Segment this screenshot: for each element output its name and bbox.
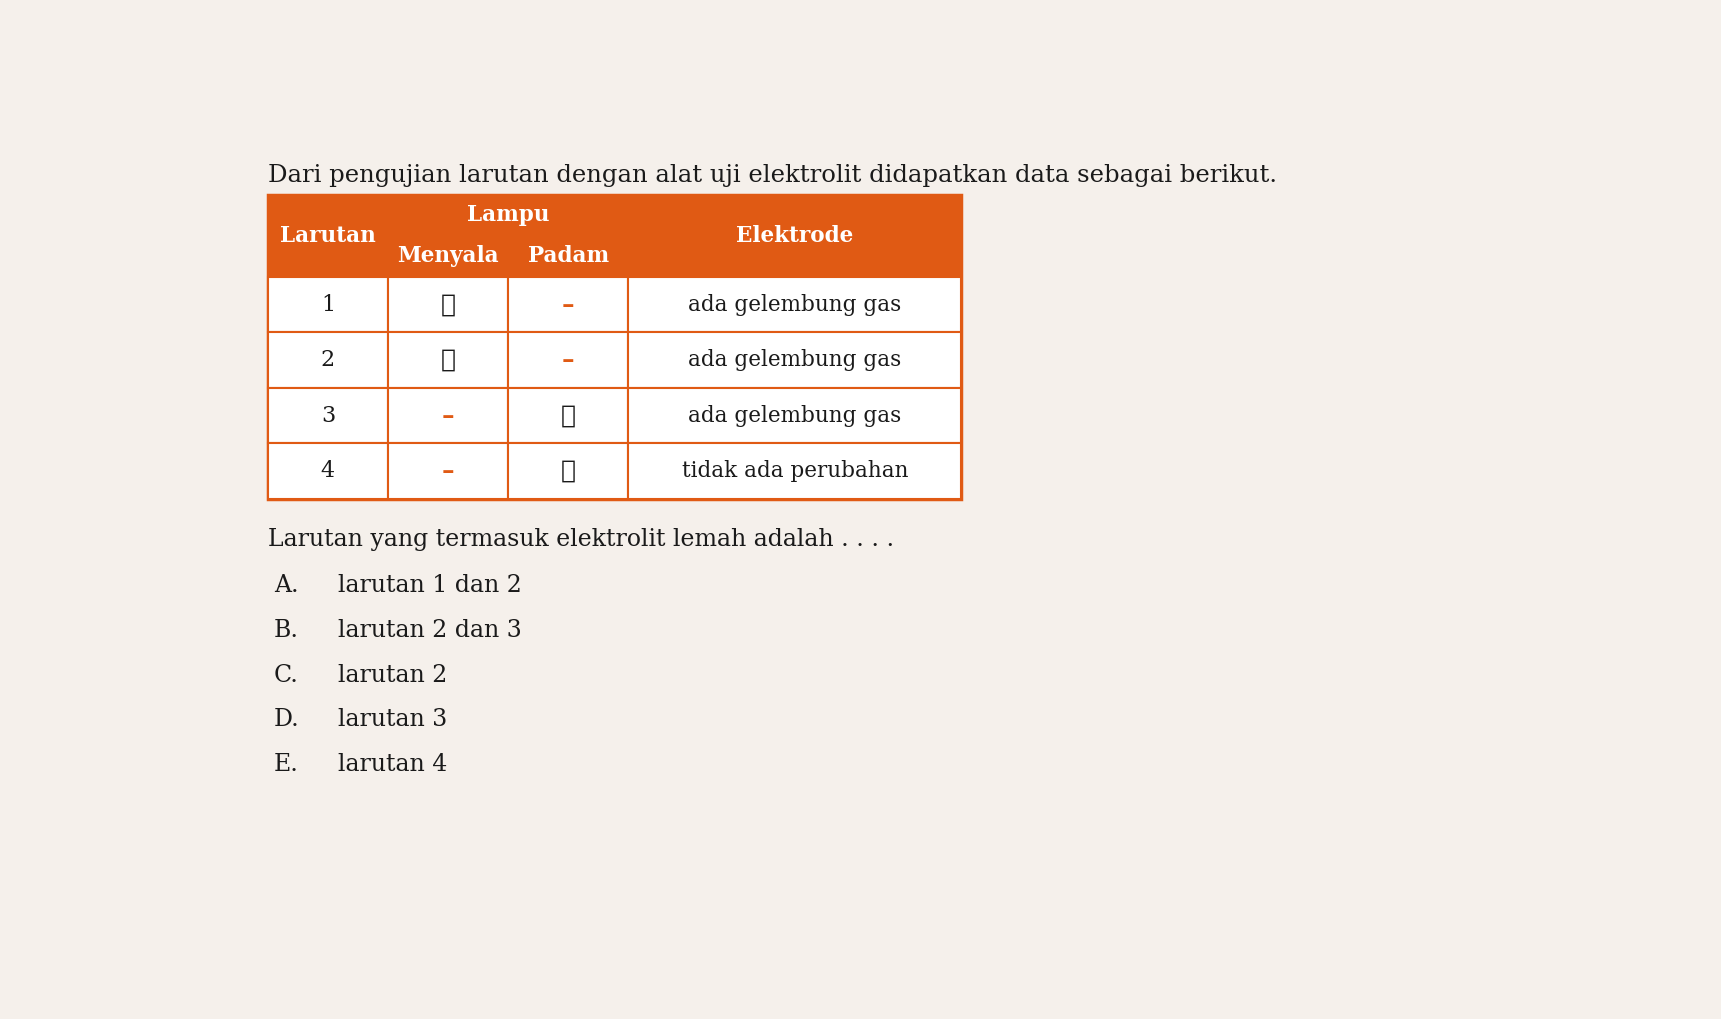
Text: ✓: ✓	[441, 348, 456, 372]
Bar	[508, 277, 628, 332]
Bar	[387, 277, 508, 332]
Text: Lampu: Lampu	[466, 204, 549, 225]
Bar	[268, 195, 962, 499]
Text: Menyala: Menyala	[398, 245, 499, 267]
Text: ✓: ✓	[561, 460, 575, 483]
Bar	[387, 332, 508, 388]
Bar	[268, 443, 387, 499]
Bar	[628, 277, 962, 332]
Text: –: –	[442, 404, 454, 428]
Text: 4: 4	[320, 461, 336, 482]
Text: ada gelembung gas: ada gelembung gas	[688, 350, 902, 371]
Text: ada gelembung gas: ada gelembung gas	[688, 405, 902, 427]
Bar	[387, 195, 628, 234]
Text: ada gelembung gas: ada gelembung gas	[688, 293, 902, 316]
Text: 3: 3	[320, 405, 336, 427]
Text: B.: B.	[274, 619, 299, 642]
Bar	[387, 443, 508, 499]
Bar	[387, 388, 508, 443]
Bar	[628, 443, 962, 499]
Bar	[508, 332, 628, 388]
Text: –: –	[442, 460, 454, 483]
Text: E.: E.	[274, 753, 299, 775]
Text: Dari pengujian larutan dengan alat uji elektrolit didapatkan data sebagai beriku: Dari pengujian larutan dengan alat uji e…	[268, 164, 1277, 186]
Bar	[268, 388, 387, 443]
Bar	[268, 195, 387, 277]
Bar	[508, 388, 628, 443]
Text: 2: 2	[320, 350, 336, 371]
Text: 1: 1	[320, 293, 336, 316]
Text: C.: C.	[274, 663, 299, 687]
Text: A.: A.	[274, 575, 299, 597]
Text: larutan 1 dan 2: larutan 1 dan 2	[337, 575, 521, 597]
Text: ✓: ✓	[441, 293, 456, 316]
Text: tidak ada perubahan: tidak ada perubahan	[682, 461, 909, 482]
Text: Larutan: Larutan	[281, 225, 375, 247]
Text: Padam: Padam	[528, 245, 609, 267]
Bar	[628, 332, 962, 388]
Bar	[268, 277, 387, 332]
Text: larutan 2 dan 3: larutan 2 dan 3	[337, 619, 521, 642]
Bar	[628, 195, 962, 277]
Bar	[387, 234, 508, 277]
Text: larutan 4: larutan 4	[337, 753, 447, 775]
Bar	[508, 443, 628, 499]
Bar	[508, 234, 628, 277]
Bar	[628, 388, 962, 443]
Text: D.: D.	[274, 708, 299, 732]
Bar	[268, 332, 387, 388]
Text: –: –	[561, 292, 575, 317]
Text: Larutan yang termasuk elektrolit lemah adalah . . . .: Larutan yang termasuk elektrolit lemah a…	[268, 528, 893, 551]
Text: –: –	[561, 348, 575, 372]
Text: ✓: ✓	[561, 405, 575, 427]
Text: larutan 2: larutan 2	[337, 663, 447, 687]
Text: Elektrode: Elektrode	[737, 225, 854, 247]
Text: larutan 3: larutan 3	[337, 708, 447, 732]
